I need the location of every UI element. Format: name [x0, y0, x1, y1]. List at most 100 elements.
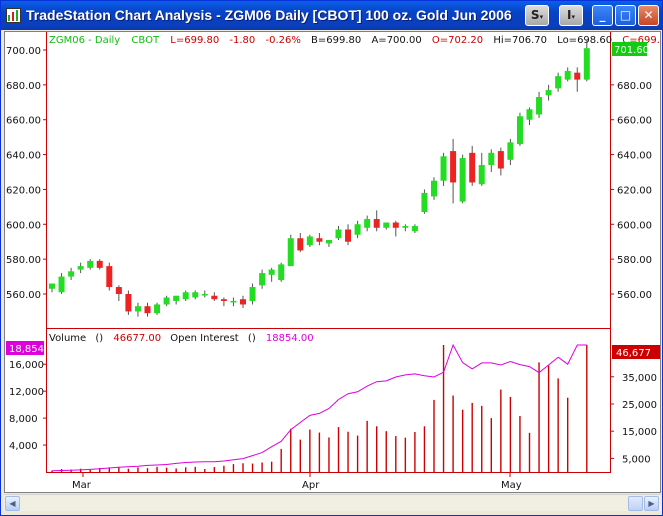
candle-down [469, 152, 476, 183]
candle-up [536, 97, 543, 115]
price-right-tick-label: 620.00 [617, 185, 652, 196]
close-button[interactable]: ✕ [638, 5, 659, 26]
price-right-axis: 680.00 660.00 640.00 620.00 600.00 580.00 560.… [610, 81, 652, 301]
candle-up [583, 48, 590, 80]
s-menu-label: S [530, 8, 540, 22]
oi-value-tag [6, 341, 44, 355]
candle-up [383, 222, 390, 228]
price-left-tick-label: 600.00 [6, 220, 41, 231]
status-exchange: CBOT [131, 35, 160, 46]
volume-left-tick-label: 4,000 [9, 441, 38, 452]
candle-up [77, 266, 84, 270]
candle-up [411, 226, 418, 232]
status-symbol: ZGM06 - Daily [49, 35, 120, 46]
candle-up [516, 116, 523, 145]
price-panel-frame [46, 32, 611, 473]
tradestation-app-icon[interactable] [6, 8, 21, 23]
time-label-mar: Mar [72, 480, 92, 491]
volume-left-tick-label: 8,000 [9, 414, 38, 425]
scroll-right-icon[interactable]: ▶ [644, 496, 659, 511]
price-left-tick-label: 620.00 [6, 185, 41, 196]
minimize-button[interactable]: _ [592, 5, 613, 26]
candle-up [364, 219, 371, 228]
last-price-tag-label: 701.60 [614, 45, 649, 56]
candle-down [144, 306, 151, 314]
candle-up [163, 297, 170, 305]
volume-value-tag [612, 345, 660, 359]
time-axis: Mar Apr May [72, 473, 522, 491]
volume-right-tick-label: 5,000 [622, 454, 651, 465]
i-menu-label: I [567, 8, 572, 22]
oi-value-tag-label: 18,854 [9, 344, 44, 355]
volume-left-tick-label: 12,000 [9, 387, 44, 398]
status-change: -1.80 [229, 35, 255, 46]
candle-up [68, 271, 75, 277]
candle-up [325, 239, 332, 244]
status-last: L=699.80 [170, 35, 219, 46]
candle-up [335, 229, 342, 239]
oi-legend-label: Open Interest [170, 333, 239, 344]
volume-series [51, 345, 588, 472]
candle-up [488, 152, 495, 166]
status-line: ZGM06 - Daily CBOT L=699.80 -1.80 -0.26%… [49, 35, 660, 46]
candle-down [373, 219, 380, 228]
maximize-button[interactable]: □ [615, 5, 636, 26]
i-menu-button[interactable]: I▾ [559, 5, 583, 26]
price-right-tick-label: 680.00 [617, 81, 652, 92]
volume-legend: Volume () 46677.00 Open Interest () 1885… [49, 333, 314, 344]
oi-legend-paren: () [248, 333, 256, 344]
candle-up [192, 292, 199, 298]
open-interest-line [51, 343, 587, 472]
scroll-left-icon[interactable]: ◀ [5, 496, 20, 511]
volume-left-tick-label: 16,000 [9, 360, 44, 371]
candle-down [345, 229, 352, 242]
chart-area[interactable]: ZGM06 - Daily CBOT L=699.80 -1.80 -0.26%… [4, 31, 663, 493]
title-bar[interactable]: TradeStation Chart Analysis - ZGM06 Dail… [1, 1, 662, 30]
scroll-thumb[interactable] [628, 496, 643, 511]
volume-legend-label: Volume [49, 333, 86, 344]
s-menu-button[interactable]: S▾ [525, 5, 549, 26]
last-price-tag [612, 42, 647, 56]
candle-up [402, 226, 409, 228]
volume-legend-value: 46677.00 [113, 333, 161, 344]
candle-up [545, 90, 552, 96]
candle-up [173, 295, 180, 301]
candle-up [134, 306, 141, 312]
candle-up [478, 165, 485, 185]
volume-right-tick-label: 35,000 [622, 373, 657, 384]
candle-up [278, 264, 285, 281]
price-left-tick-label: 680.00 [6, 81, 41, 92]
horizontal-scrollbar[interactable]: ◀ ▶ [4, 494, 661, 511]
candle-down [106, 266, 113, 288]
candle-up [555, 76, 562, 89]
candle-up [87, 260, 94, 268]
time-label-apr: Apr [302, 480, 320, 491]
status-close: C=699.80 [622, 35, 660, 46]
window-title: TradeStation Chart Analysis - ZGM06 Dail… [26, 7, 512, 23]
price-left-tick-label: 700.00 [6, 46, 41, 57]
candle-down [115, 287, 122, 294]
status-high: Hi=706.70 [493, 35, 547, 46]
volume-legend-paren: () [95, 333, 103, 344]
price-left-tick-label: 640.00 [6, 151, 41, 162]
candle-down [125, 294, 132, 312]
status-percent: -0.26% [265, 35, 300, 46]
candle-down [220, 299, 227, 301]
candle-up [58, 276, 65, 293]
volume-right-tick-label: 15,000 [622, 427, 657, 438]
maximize-icon: □ [619, 8, 632, 22]
s-dropdown-arrow-icon: ▾ [539, 13, 544, 21]
candle-up [259, 273, 266, 286]
status-bid: B=699.80 [311, 35, 361, 46]
candle-down [316, 238, 323, 242]
status-low: Lo=698.60 [557, 35, 612, 46]
price-right-tick-label: 640.00 [617, 151, 652, 162]
chart-svg[interactable]: ZGM06 - Daily CBOT L=699.80 -1.80 -0.26%… [5, 32, 663, 492]
candle-up [287, 238, 294, 267]
volume-right-tick-label: 25,000 [622, 400, 657, 411]
candle-down [211, 295, 218, 300]
status-open: O=702.20 [432, 35, 483, 46]
candle-down [392, 222, 399, 228]
candle-up [564, 70, 571, 80]
